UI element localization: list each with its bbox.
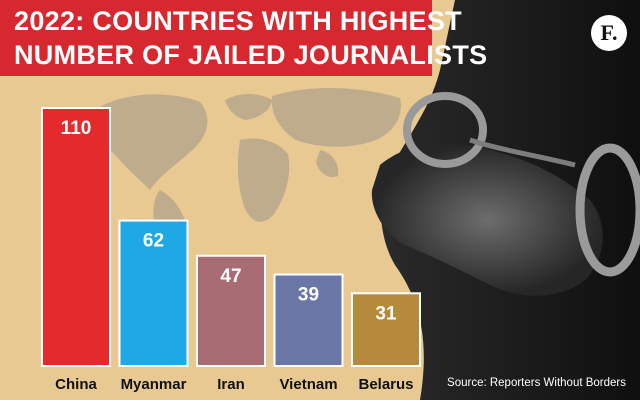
value-label-iran: 47 [220,266,241,287]
value-label-myanmar: 62 [143,231,164,252]
category-label-iran: Iran [217,376,245,393]
bar-vietnam [273,273,344,368]
chart-title-line-1: 2022: COUNTRIES WITH HIGHEST [14,6,462,36]
title-band [0,0,432,76]
category-label-belarus: Belarus [358,376,413,393]
category-label-myanmar: Myanmar [121,376,187,393]
firstpost-logo: F. [591,15,627,51]
value-label-vietnam: 39 [298,285,319,306]
source-credit: Source: Reporters Without Borders [447,377,626,389]
bar-belarus [351,292,421,368]
bar-china [41,107,111,367]
category-label-vietnam: Vietnam [279,376,337,393]
value-label-belarus: 31 [375,303,397,324]
category-label-china: China [55,376,97,393]
bar-myanmar [118,219,189,367]
bar-iran [196,254,266,368]
value-label-china: 110 [61,118,92,139]
chart-title-line-2: NUMBER OF JAILED JOURNALISTS [14,40,488,70]
